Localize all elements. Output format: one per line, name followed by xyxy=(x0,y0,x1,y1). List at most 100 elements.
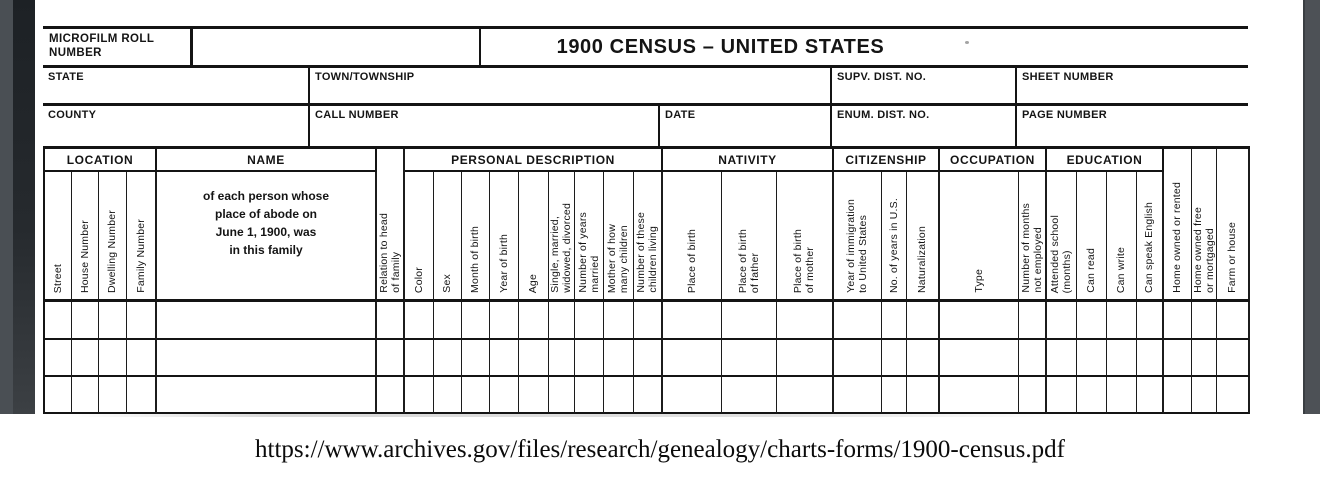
table-cell xyxy=(99,302,127,340)
table-cell xyxy=(940,377,1019,414)
source-url: https://www.archives.gov/files/research/… xyxy=(255,436,1065,463)
table-cell xyxy=(1019,377,1047,414)
table-cell xyxy=(377,302,405,340)
table-cell xyxy=(519,340,549,377)
column-label: Sex xyxy=(441,274,454,293)
date-field: DATE xyxy=(660,106,832,146)
table-cell xyxy=(1192,340,1217,377)
table-cell xyxy=(940,302,1019,340)
table-cell xyxy=(377,377,405,414)
census-table: LOCATION Street House Number Dwelling Numbe… xyxy=(43,146,1250,414)
column-header: Place of birth of father xyxy=(722,172,777,302)
table-cell xyxy=(777,340,834,377)
table-cell xyxy=(1217,377,1250,414)
column-label: Can write xyxy=(1115,246,1128,293)
column-label: Number of months not employed xyxy=(1019,203,1044,293)
microfilm-roll-number-field xyxy=(193,29,481,65)
group-header-personal-description: PERSONAL DESCRIPTION xyxy=(405,149,663,172)
enum-dist-no-field: ENUM. DIST. NO. xyxy=(832,106,1017,146)
page-edge-shadow xyxy=(13,0,35,414)
table-cell xyxy=(634,340,663,377)
column-label: Street xyxy=(51,263,64,293)
table-cell xyxy=(377,340,405,377)
table-cell xyxy=(834,377,882,414)
column-label: Type xyxy=(972,269,985,293)
column-header: House Number xyxy=(72,172,99,302)
page-bottom-shadow xyxy=(70,414,1070,417)
group-header-name: NAME xyxy=(157,149,377,172)
right-gutter xyxy=(1303,0,1320,414)
column-header: Dwelling Number xyxy=(99,172,127,302)
table-cell xyxy=(907,302,940,340)
column-header: Place of birth xyxy=(663,172,722,302)
table-cell xyxy=(722,377,777,414)
table-cell xyxy=(462,340,490,377)
column-header: Can read xyxy=(1077,172,1107,302)
table-cell xyxy=(722,340,777,377)
column-label: Number of these children living xyxy=(635,212,660,293)
column-header: Single, married, widowed, divorced xyxy=(549,172,575,302)
column-label: Color xyxy=(412,266,425,293)
table-cell xyxy=(777,377,834,414)
left-gutter xyxy=(0,0,13,414)
state-row: STATE TOWN/TOWNSHIP SUPV. DIST. NO. SHEE… xyxy=(43,68,1248,106)
form-title: 1900 CENSUS – UNITED STATES xyxy=(556,35,885,58)
table-cell xyxy=(634,302,663,340)
column-label: Home owned free or mortgaged xyxy=(1192,207,1216,293)
table-cell xyxy=(490,340,519,377)
table-cell xyxy=(940,340,1019,377)
column-label: Relation to head of family xyxy=(377,213,402,293)
table-cell xyxy=(722,302,777,340)
column-label: Attended school (months) xyxy=(1049,214,1074,293)
table-cell xyxy=(490,302,519,340)
column-header: Relation to head of family xyxy=(377,149,405,302)
column-header: Month of birth xyxy=(462,172,490,302)
table-cell xyxy=(575,377,604,414)
column-label: Dwelling Number xyxy=(106,210,119,293)
supv-dist-no-field: SUPV. DIST. NO. xyxy=(832,68,1017,103)
table-cell xyxy=(405,302,434,340)
column-header: Year of immigration to United States xyxy=(834,172,882,302)
table-cell xyxy=(405,340,434,377)
table-cell xyxy=(127,302,157,340)
column-header: Number of months not employed xyxy=(1019,172,1047,302)
column-label: Single, married, widowed, divorced xyxy=(549,203,574,293)
table-cell xyxy=(907,377,940,414)
column-header: Can write xyxy=(1107,172,1137,302)
column-header: Attended school (months) xyxy=(1047,172,1077,302)
table-cell xyxy=(777,302,834,340)
table-cell xyxy=(834,302,882,340)
table-cell xyxy=(127,340,157,377)
column-label: Home owned or rented xyxy=(1171,182,1184,293)
table-cell xyxy=(434,340,462,377)
table-cell xyxy=(1164,302,1192,340)
column-header: Sex xyxy=(434,172,462,302)
column-label: Year of birth xyxy=(497,234,510,293)
table-cell xyxy=(1192,377,1217,414)
table-cell xyxy=(834,340,882,377)
column-label: House Number xyxy=(78,219,91,293)
group-header-citizenship: CITIZENSHIP xyxy=(834,149,940,172)
table-cell xyxy=(45,377,72,414)
table-cell xyxy=(45,302,72,340)
column-label: Month of birth xyxy=(469,226,482,293)
column-label: Number of years married xyxy=(576,212,601,293)
table-cell xyxy=(663,302,722,340)
table-cell xyxy=(45,340,72,377)
table-cell xyxy=(549,302,575,340)
table-cell xyxy=(157,340,377,377)
table-cell xyxy=(882,377,907,414)
name-column-note: of each person whose place of abode on J… xyxy=(157,172,377,302)
table-cell xyxy=(907,340,940,377)
column-header: Year of birth xyxy=(490,172,519,302)
column-label: No. of years in U.S. xyxy=(887,197,900,293)
column-header: Farm or house xyxy=(1217,149,1250,302)
table-cell xyxy=(434,302,462,340)
title-row: MICROFILM ROLL NUMBER 1900 CENSUS – UNIT… xyxy=(43,26,1248,68)
microfilm-roll-number-label: MICROFILM ROLL NUMBER xyxy=(43,29,193,65)
column-header: Home owned or rented xyxy=(1164,149,1192,302)
column-label: Farm or house xyxy=(1226,222,1239,293)
group-header-location: LOCATION xyxy=(45,149,157,172)
column-header: Can speak English xyxy=(1137,172,1164,302)
